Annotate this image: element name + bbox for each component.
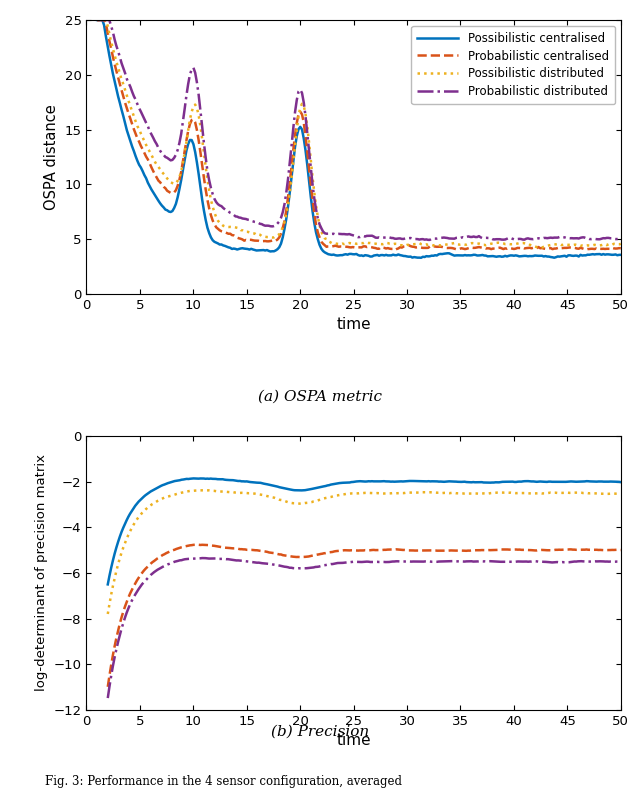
- Probabilistic distributed: [106, 682, 113, 691]
- Possibilistic distributed: [104, 610, 111, 619]
- Possibilistic centralised: [420, 476, 428, 486]
- Probabilistic distributed: [95, 15, 102, 25]
- Possibilistic distributed: [410, 488, 417, 497]
- Possibilistic distributed: [411, 488, 419, 497]
- Possibilistic distributed: [617, 239, 625, 249]
- Probabilistic distributed: [538, 557, 546, 566]
- Possibilistic centralised: [93, 15, 101, 25]
- Possibilistic distributed: [414, 238, 422, 248]
- Possibilistic distributed: [538, 488, 546, 498]
- Probabilistic distributed: [617, 234, 625, 244]
- Possibilistic centralised: [617, 477, 625, 487]
- Probabilistic centralised: [93, 15, 101, 25]
- Probabilistic distributed: [200, 553, 208, 563]
- Line: Probabilistic distributed: Probabilistic distributed: [97, 20, 621, 240]
- Possibilistic centralised: [617, 250, 625, 260]
- Possibilistic distributed: [198, 485, 206, 495]
- Probabilistic distributed: [411, 557, 419, 566]
- Probabilistic centralised: [195, 540, 202, 549]
- Probabilistic distributed: [410, 557, 417, 566]
- Possibilistic distributed: [420, 488, 428, 497]
- Probabilistic centralised: [95, 15, 102, 25]
- Line: Possibilistic distributed: Possibilistic distributed: [97, 20, 621, 248]
- Line: Probabilistic centralised: Probabilistic centralised: [108, 545, 621, 687]
- Possibilistic centralised: [414, 253, 422, 262]
- Probabilistic centralised: [411, 545, 419, 555]
- Probabilistic centralised: [538, 545, 546, 555]
- Probabilistic distributed: [414, 234, 422, 244]
- Probabilistic centralised: [407, 241, 415, 251]
- Possibilistic centralised: [104, 580, 111, 589]
- Possibilistic distributed: [617, 488, 625, 498]
- Probabilistic distributed: [93, 15, 101, 25]
- Probabilistic centralised: [391, 245, 399, 255]
- Probabilistic distributed: [571, 557, 579, 566]
- Possibilistic distributed: [571, 488, 579, 497]
- Line: Probabilistic centralised: Probabilistic centralised: [97, 20, 621, 250]
- Possibilistic distributed: [95, 15, 102, 25]
- Line: Possibilistic distributed: Possibilistic distributed: [108, 490, 621, 614]
- Probabilistic centralised: [104, 682, 111, 691]
- Probabilistic distributed: [403, 233, 411, 243]
- Probabilistic centralised: [405, 241, 413, 250]
- Line: Probabilistic distributed: Probabilistic distributed: [108, 558, 621, 698]
- Possibilistic centralised: [536, 251, 544, 261]
- Possibilistic centralised: [571, 477, 579, 487]
- Possibilistic centralised: [538, 477, 546, 487]
- Possibilistic distributed: [403, 240, 411, 249]
- Possibilistic centralised: [106, 571, 113, 581]
- X-axis label: time: time: [336, 317, 371, 332]
- Possibilistic distributed: [93, 15, 101, 25]
- Probabilistic centralised: [106, 670, 113, 680]
- Probabilistic centralised: [415, 242, 423, 252]
- Text: Fig. 3: Performance in the 4 sensor configuration, averaged: Fig. 3: Performance in the 4 sensor conf…: [45, 775, 402, 788]
- Text: (b) Precision: (b) Precision: [271, 724, 369, 739]
- Y-axis label: log-determinant of precision matrix: log-determinant of precision matrix: [35, 455, 48, 691]
- Line: Possibilistic centralised: Possibilistic centralised: [108, 479, 621, 585]
- Probabilistic distributed: [617, 557, 625, 566]
- Probabilistic centralised: [570, 243, 577, 253]
- Possibilistic distributed: [538, 243, 546, 253]
- Probabilistic distributed: [420, 557, 428, 566]
- Y-axis label: OSPA distance: OSPA distance: [44, 104, 59, 210]
- X-axis label: time: time: [336, 733, 371, 748]
- Text: (a) OSPA metric: (a) OSPA metric: [258, 390, 382, 404]
- Possibilistic centralised: [405, 252, 413, 261]
- Probabilistic centralised: [617, 545, 625, 555]
- Possibilistic centralised: [411, 476, 419, 486]
- Line: Possibilistic centralised: Possibilistic centralised: [97, 20, 621, 257]
- Possibilistic centralised: [570, 251, 577, 261]
- Possibilistic centralised: [189, 474, 197, 484]
- Probabilistic centralised: [410, 545, 417, 555]
- Possibilistic centralised: [403, 252, 411, 261]
- Possibilistic centralised: [417, 253, 425, 262]
- Possibilistic centralised: [410, 476, 417, 486]
- Probabilistic centralised: [571, 545, 579, 554]
- Possibilistic distributed: [405, 240, 413, 249]
- Probabilistic distributed: [104, 693, 111, 703]
- Probabilistic distributed: [405, 233, 413, 243]
- Probabilistic distributed: [426, 235, 434, 245]
- Legend: Possibilistic centralised, Probabilistic centralised, Possibilistic distributed,: Possibilistic centralised, Probabilistic…: [412, 26, 615, 104]
- Probabilistic centralised: [536, 244, 544, 253]
- Possibilistic centralised: [95, 15, 102, 25]
- Probabilistic centralised: [420, 545, 428, 555]
- Probabilistic distributed: [536, 234, 544, 244]
- Probabilistic centralised: [617, 244, 625, 253]
- Possibilistic distributed: [534, 242, 542, 252]
- Possibilistic distributed: [106, 599, 113, 609]
- Probabilistic distributed: [570, 233, 577, 243]
- Possibilistic distributed: [570, 240, 577, 249]
